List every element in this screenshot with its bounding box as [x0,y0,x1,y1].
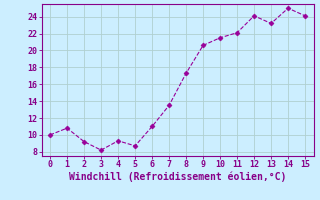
X-axis label: Windchill (Refroidissement éolien,°C): Windchill (Refroidissement éolien,°C) [69,172,286,182]
